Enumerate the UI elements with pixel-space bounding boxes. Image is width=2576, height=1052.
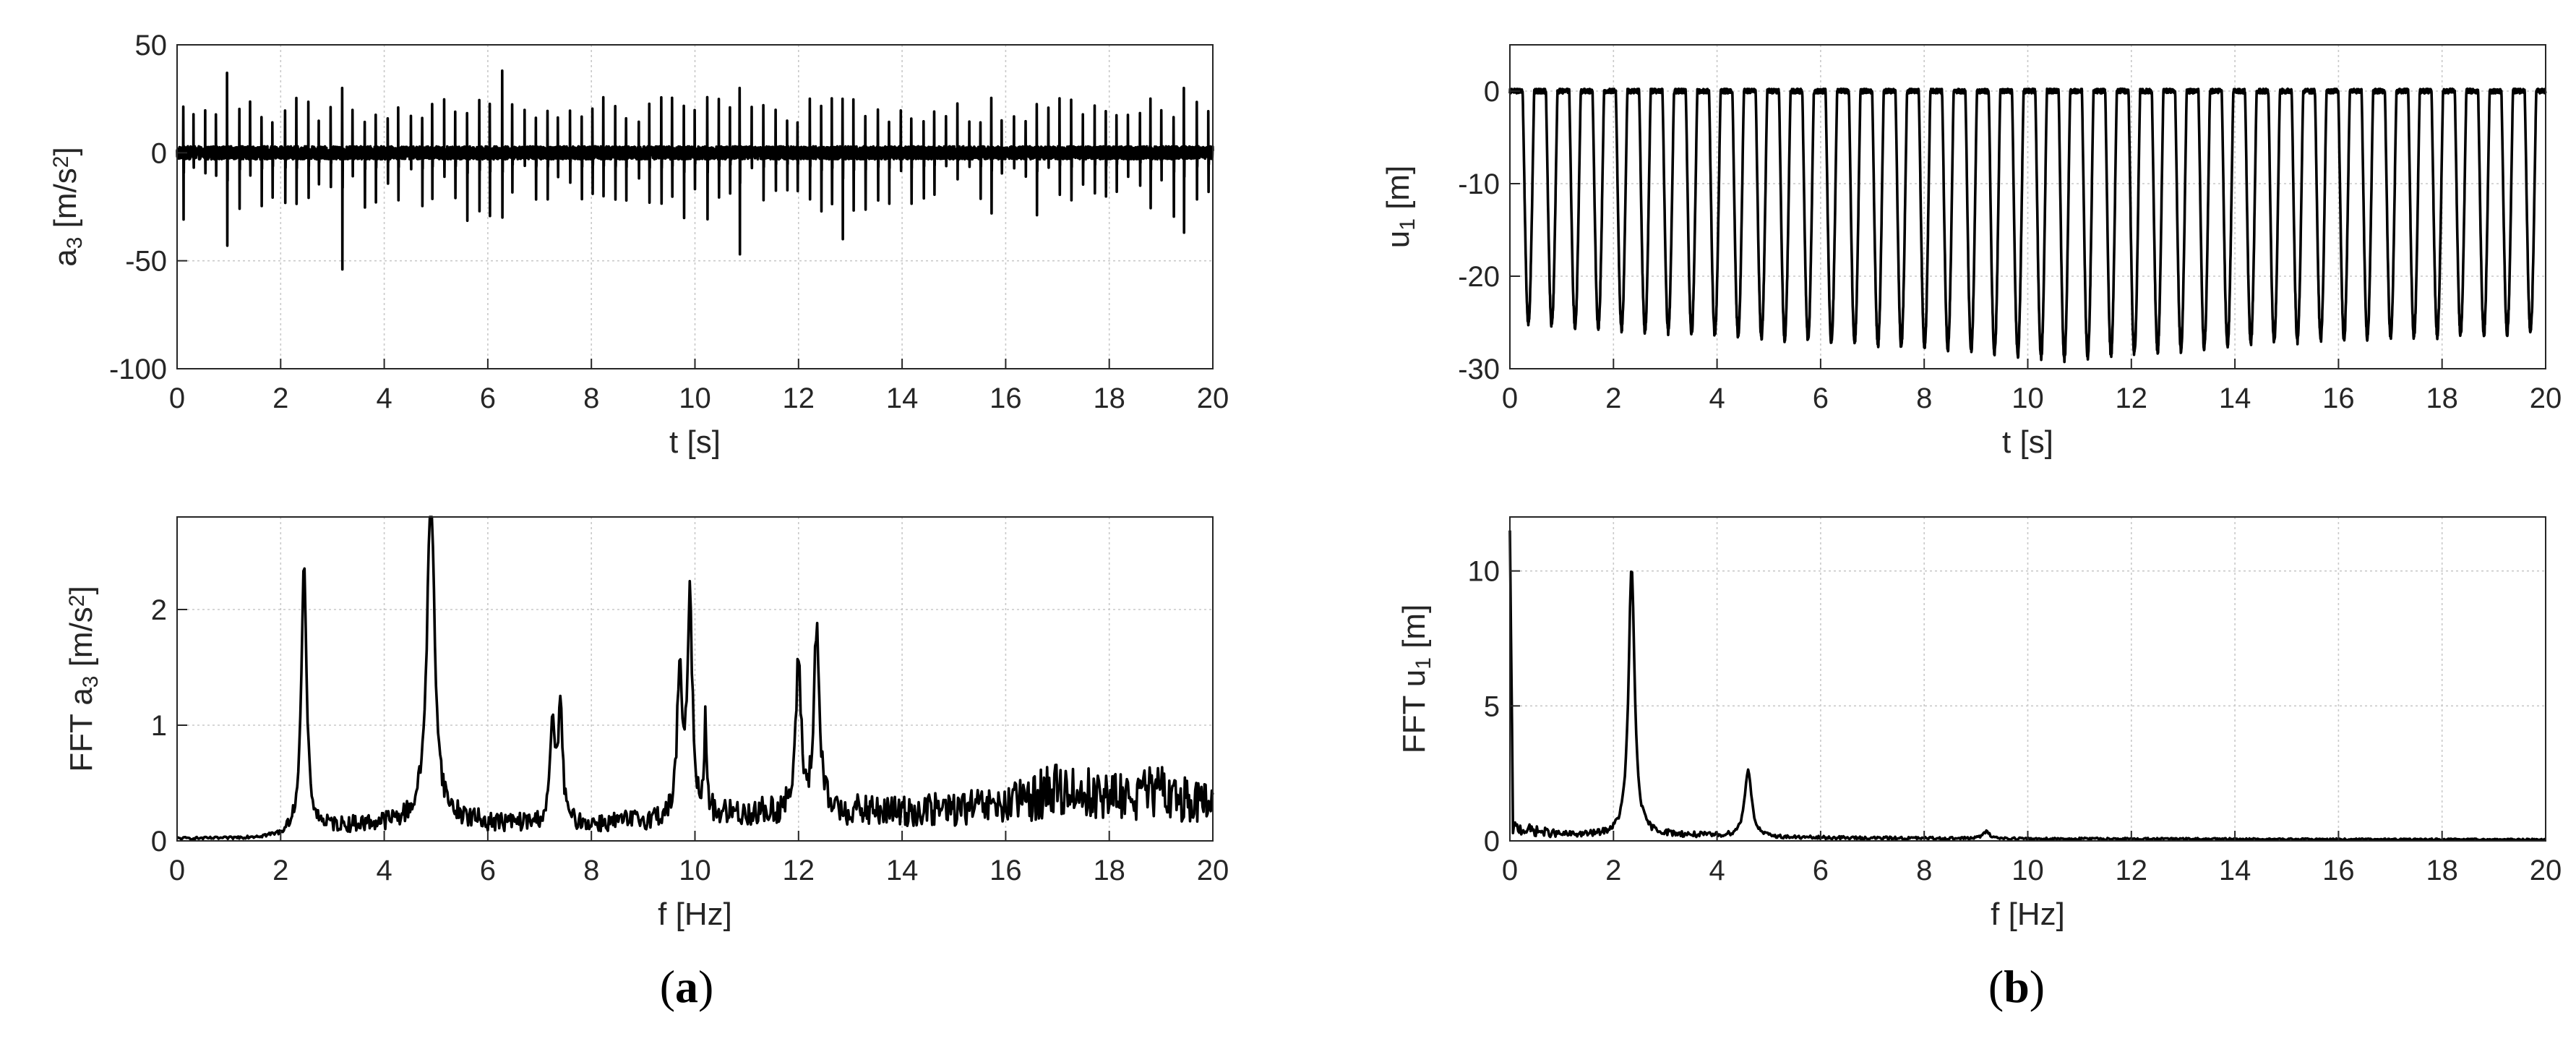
u1-fft-x-tick-label: 16	[2322, 855, 2355, 886]
u1-time-x-tick-label: 20	[2530, 382, 2562, 414]
a3-fft-y-label-main: FFT a	[64, 688, 99, 772]
u1-fft-y-label-main: FFT u	[1396, 670, 1432, 754]
u1-time-x-tick-label: 8	[1916, 382, 1932, 414]
caption-a: (a)	[659, 961, 714, 1012]
a3-fft-x-tick-label: 16	[989, 855, 1022, 886]
a3-time-x-tick-label: 18	[1093, 382, 1125, 414]
u1-time-x-tick-label: 12	[2116, 382, 2148, 414]
a3-fft-y-axis-label: FFT a3 [m/s2]	[64, 586, 103, 771]
u1-time-y-tick-label: 0	[1484, 76, 1500, 108]
u1-fft-x-axis-label: f [Hz]	[1991, 897, 2065, 932]
a3-fft-x-tick-label: 18	[1093, 855, 1125, 886]
u1-time-x-tick-label: 16	[2322, 382, 2355, 414]
a3-fft-x-tick-label: 10	[679, 855, 711, 886]
u1-fft-y-tick-label: 5	[1484, 690, 1500, 722]
a3-fft-x-tick-label: 0	[169, 855, 185, 886]
u1-fft-x-tick-label: 20	[2530, 855, 2562, 886]
a3-time-x-tick-label: 2	[272, 382, 288, 414]
a3-time-y-tick-label: 50	[135, 30, 168, 61]
u1-time-x-tick-label: 0	[1502, 382, 1518, 414]
u1-time-x-axis-label: t [s]	[2002, 424, 2053, 460]
a3-fft-x-tick-label: 14	[886, 855, 919, 886]
a3-fft-series-line	[176, 516, 1214, 841]
a3-time-x-tick-label: 6	[480, 382, 496, 414]
u1-fft-y-tick-label: 0	[1484, 826, 1500, 858]
a3-fft-y-label-unit-end: ]	[64, 586, 99, 594]
u1-time-y-axis-label: u1 [m]	[1381, 166, 1420, 249]
a3-fft-x-axis-label: f [Hz]	[658, 897, 732, 932]
u1-fft-y-label-unit: [m]	[1396, 604, 1432, 657]
a3-fft-x-tick-label: 12	[783, 855, 815, 886]
u1-fft-x-tick-label: 0	[1502, 855, 1518, 886]
a3-time-y-tick-label: -50	[125, 246, 167, 278]
u1-time-x-tick-label: 4	[1709, 382, 1725, 414]
caption-b: (b)	[1988, 961, 2045, 1012]
a3-time-y-label-sub: 3	[63, 237, 87, 249]
u1-fft-x-tick-label: 18	[2426, 855, 2458, 886]
u1-fft-y-label-sub: 1	[1412, 657, 1435, 670]
caption-b-label: b	[2004, 961, 2030, 1012]
u1-fft-x-tick-label: 10	[2012, 855, 2044, 886]
u1-time-y-tick-label: -20	[1458, 261, 1500, 293]
u1-fft-x-tick-label: 12	[2116, 855, 2148, 886]
a3-fft-y-tick-label: 0	[151, 826, 167, 858]
a3-fft-y-tick-label: 2	[151, 594, 167, 626]
u1-fft-x-tick-label: 14	[2219, 855, 2251, 886]
a3-time-x-tick-label: 8	[583, 382, 599, 414]
u1-fft-y-tick-label: 10	[1468, 556, 1500, 588]
u1-time-y-tick-label: -10	[1458, 168, 1500, 200]
u1-time-x-tick-label: 10	[2012, 382, 2044, 414]
a3-time-x-tick-label: 10	[679, 382, 711, 414]
u1-time-y-label-sub: 1	[1396, 218, 1420, 231]
a3-time-x-tick-label: 20	[1197, 382, 1229, 414]
u1-time-y-label-main: u	[1381, 231, 1416, 248]
a3-time-y-label-unit-end: ]	[48, 147, 83, 155]
u1-time-x-tick-label: 14	[2219, 382, 2251, 414]
a3-fft-x-tick-label: 6	[480, 855, 496, 886]
a3-time-y-tick-label: 0	[151, 137, 167, 169]
a3-fft-x-tick-label: 8	[583, 855, 599, 886]
u1-time-y-label-unit: [m]	[1381, 166, 1416, 218]
u1-time-x-tick-label: 18	[2426, 382, 2458, 414]
u1-time-y-tick-label: -30	[1458, 354, 1500, 385]
a3-fft-x-tick-label: 20	[1197, 855, 1229, 886]
u1-time-panel: 0 2 4 6 8 10 12 14 16 18 20 -30 -20 -10 0 t [s] u1 [m]	[1381, 44, 2562, 460]
a3-fft-y-tick-label: 1	[151, 710, 167, 742]
a3-time-y-label-main: a	[48, 249, 83, 267]
a3-time-y-label-unit: [m/s	[48, 168, 83, 236]
caption-a-label: a	[675, 961, 698, 1012]
u1-fft-y-axis-label: FFT u1 [m]	[1396, 604, 1435, 754]
a3-time-x-tick-label: 12	[783, 382, 815, 414]
a3-time-y-axis-label: a3 [m/s2]	[48, 147, 87, 266]
u1-fft-x-tick-label: 4	[1709, 855, 1725, 886]
a3-time-y-label-sup: 2	[49, 156, 73, 168]
a3-time-x-tick-label: 16	[989, 382, 1022, 414]
u1-time-x-tick-label: 2	[1605, 382, 1621, 414]
a3-fft-y-label-sup: 2	[65, 595, 89, 607]
a3-fft-x-tick-label: 2	[272, 855, 288, 886]
u1-time-series-line	[1508, 87, 2547, 364]
a3-fft-y-label-sub: 3	[79, 676, 103, 688]
a3-time-y-tick-label: -100	[109, 354, 167, 385]
a3-time-x-tick-label: 14	[886, 382, 919, 414]
u1-fft-x-tick-label: 6	[1813, 855, 1829, 886]
u1-time-x-tick-label: 6	[1813, 382, 1829, 414]
a3-time-x-tick-label: 0	[169, 382, 185, 414]
a3-fft-y-label-unit: [m/s	[64, 607, 99, 675]
u1-fft-x-tick-label: 8	[1916, 855, 1932, 886]
a3-time-x-tick-label: 4	[376, 382, 392, 414]
a3-time-x-axis-label: t [s]	[669, 424, 721, 460]
a3-time-series-line	[176, 69, 1214, 271]
a3-fft-x-tick-label: 4	[376, 855, 392, 886]
u1-fft-x-tick-label: 2	[1605, 855, 1621, 886]
u1-fft-panel: 0 2 4 6 8 10 12 14 16 18 20 0 5 10 f [Hz] FFT u1 [m]	[1396, 516, 2562, 932]
